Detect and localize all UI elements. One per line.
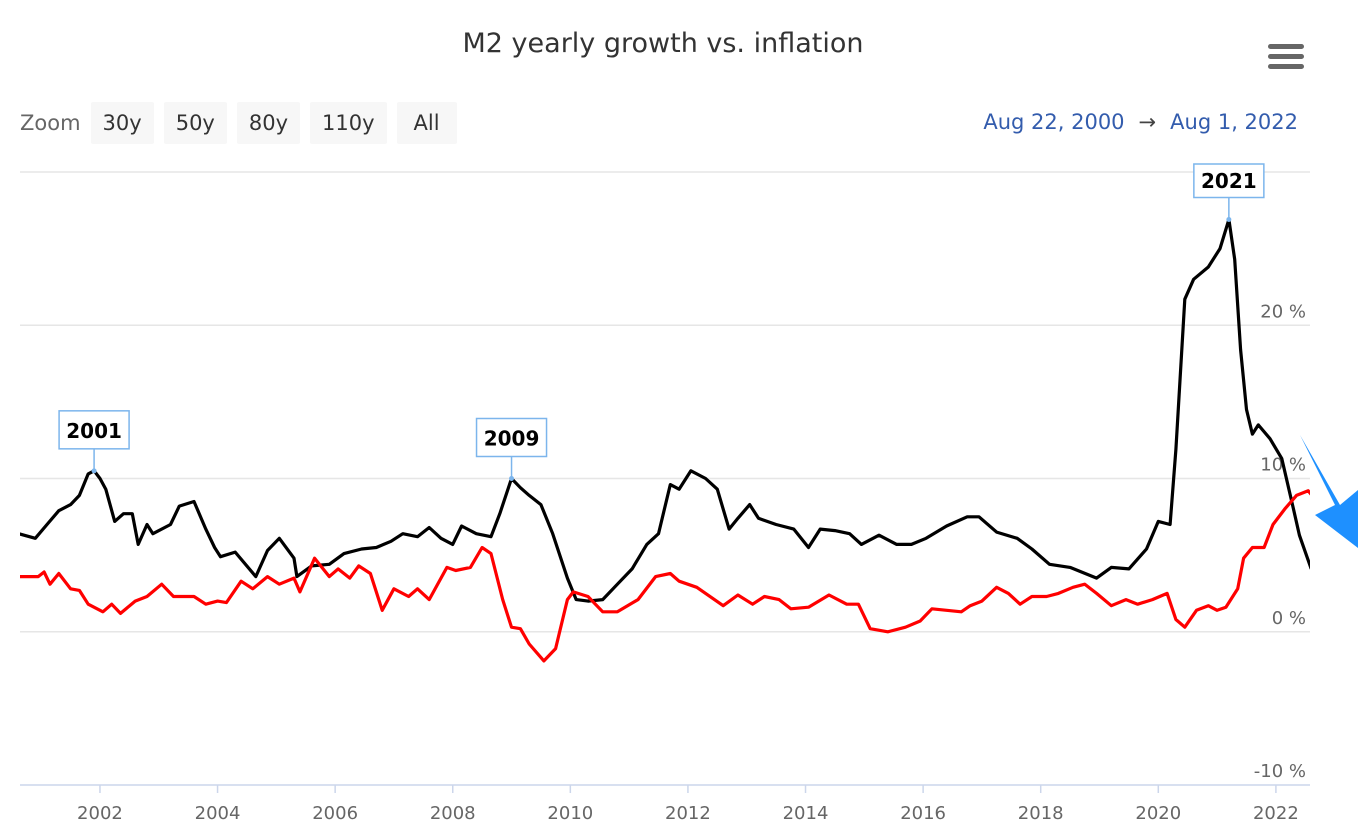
hamburger-menu-icon[interactable] [1268, 44, 1304, 72]
overlay-arrow-icon [1300, 435, 1358, 548]
zoom-50y-button[interactable]: 50y [163, 102, 227, 144]
flag-label: 2021 [1201, 169, 1257, 193]
zoom-80y-button[interactable]: 80y [236, 102, 301, 144]
flag-label: 2009 [484, 427, 540, 451]
flag-point [1226, 217, 1232, 223]
flag-point [509, 476, 515, 481]
x-tick-label: 2002 [77, 803, 123, 824]
x-tick-label: 2012 [665, 803, 711, 824]
flag-point [91, 468, 97, 474]
inflation-line [20, 489, 1310, 663]
zoom-30y-button[interactable]: 30y [90, 102, 154, 144]
x-tick-label: 2014 [783, 803, 829, 824]
x-tick-label: 2020 [1135, 803, 1181, 824]
flag-box [1193, 163, 1265, 199]
flag-label: 2001 [66, 419, 122, 443]
x-tick-label: 2022 [1253, 803, 1299, 824]
zoom-label: Zoom [20, 111, 81, 135]
x-tick-label: 2010 [547, 803, 593, 824]
range-to[interactable]: Aug 1, 2022 [1170, 110, 1298, 134]
x-tick-label: 2008 [430, 803, 476, 824]
chart-title: M2 yearly growth vs. inflation [462, 28, 864, 59]
zoom-selector: Zoom 30y 50y 80y 110y All [20, 102, 457, 144]
date-range: Aug 22, 2000 → Aug 1, 2022 [983, 110, 1298, 134]
x-tick-label: 2006 [312, 803, 358, 824]
range-arrow-icon: → [1138, 110, 1157, 134]
range-from[interactable]: Aug 22, 2000 [983, 110, 1125, 134]
x-tick-label: 2016 [900, 803, 946, 824]
flag-box [58, 410, 130, 450]
zoom-all-button[interactable]: All [396, 102, 457, 144]
flag-box [475, 417, 548, 458]
y-tick-label: 0 % [1272, 608, 1306, 629]
y-tick-label: 20 % [1260, 301, 1306, 322]
x-tick-label: 2018 [1018, 803, 1064, 824]
y-tick-label: -10 % [1254, 761, 1306, 782]
x-tick-label: 2004 [195, 803, 241, 824]
zoom-110y-button[interactable]: 110y [310, 102, 387, 144]
m2-growth-line [20, 217, 1310, 603]
